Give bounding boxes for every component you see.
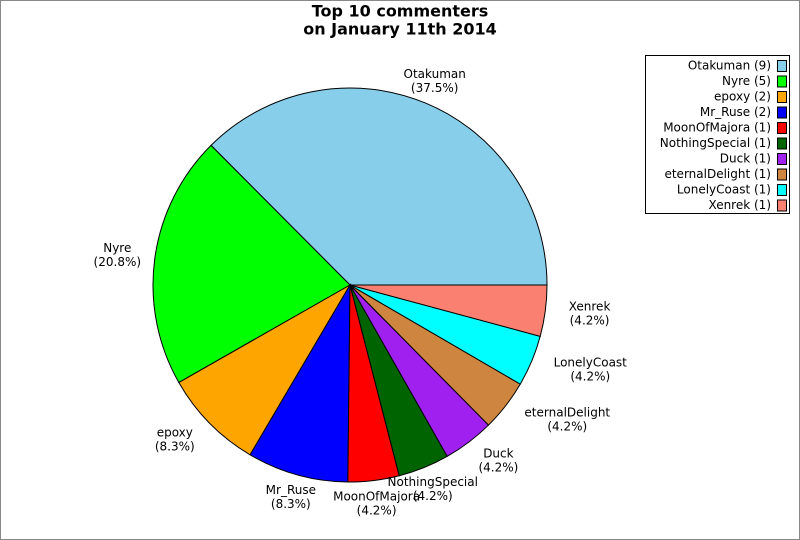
legend-label: LonelyCoast (1): [677, 183, 771, 197]
legend-label: NothingSpecial (1): [660, 136, 771, 150]
legend-swatch: [777, 168, 787, 181]
slice-value-label: (4.2%): [478, 460, 518, 474]
legend-label: MoonOfMajora (1): [663, 121, 771, 135]
slice-value-label: (4.2%): [570, 369, 610, 383]
slice-value-label: (8.3%): [155, 439, 195, 453]
slice-label: Otakuman: [404, 67, 466, 81]
pie-slice: [249, 283, 351, 483]
legend-swatch: [777, 91, 787, 103]
slice-label: epoxy: [157, 425, 193, 439]
slice-label: Xenrek: [569, 299, 611, 313]
slice-label: Duck: [483, 446, 513, 460]
legend-label: eternalDelight (1): [664, 167, 771, 181]
pie-slice: [210, 87, 548, 286]
slice-value-label: (4.2%): [570, 313, 610, 327]
slice-label: NothingSpecial: [388, 475, 478, 489]
legend-swatch: [777, 75, 787, 88]
slice-label: eternalDelight: [524, 406, 610, 420]
slice-value-label: (37.5%): [411, 81, 458, 95]
slice-label: MoonOfMajora: [333, 490, 420, 504]
slice-value-label: (4.2%): [413, 489, 453, 503]
legend-swatch: [777, 122, 787, 134]
slice-value-label: (8.3%): [271, 497, 311, 511]
chart-title: Top 10 commenters: [312, 2, 489, 21]
legend-label: Otakuman (9): [688, 59, 771, 73]
slice-label: LonelyCoast: [554, 355, 628, 369]
legend-label: Duck (1): [720, 152, 771, 166]
slice-value-label: (20.8%): [94, 255, 141, 269]
pie-slice: [152, 144, 351, 384]
legend-swatch: [777, 106, 787, 119]
legend-swatch: [777, 137, 787, 150]
pie-slice: [178, 283, 352, 456]
legend-swatch: [777, 184, 787, 196]
legend-label: Xenrek (1): [709, 198, 771, 212]
slice-label: Mr_Ruse: [266, 483, 316, 497]
legend-box: [645, 55, 790, 214]
slice-value-label: (4.2%): [547, 420, 587, 434]
legend-label: Nyre (5): [722, 74, 771, 88]
legend-swatch: [777, 199, 787, 212]
legend-swatch: [777, 153, 787, 165]
chart-title: on January 11th 2014: [303, 20, 497, 39]
slice-value-label: (4.2%): [357, 504, 397, 518]
slice-label: Nyre: [103, 241, 131, 255]
legend-label: Mr_Ruse (2): [700, 105, 771, 119]
legend-swatch: [777, 60, 787, 72]
legend-label: epoxy (2): [714, 90, 771, 104]
pie-slice: [349, 284, 548, 337]
